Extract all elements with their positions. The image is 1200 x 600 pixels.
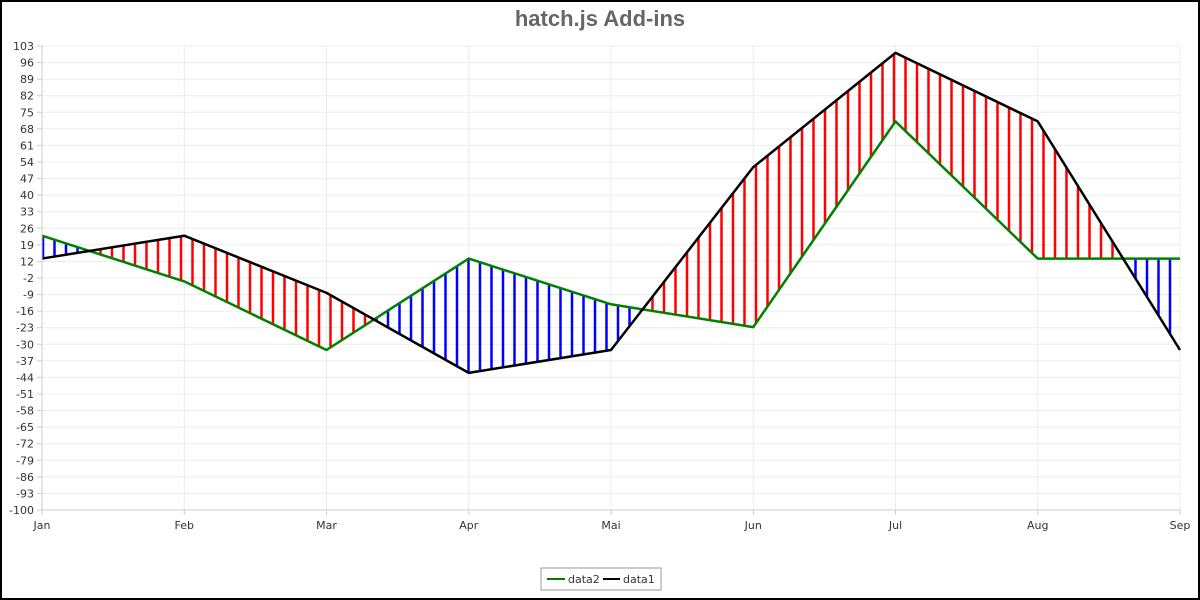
y-tick-label: 12 bbox=[20, 255, 34, 268]
y-tick-label: -16 bbox=[16, 305, 34, 318]
series-line-data1 bbox=[41, 51, 1182, 375]
y-tick-label: -72 bbox=[16, 438, 34, 451]
x-tick-label: Mai bbox=[601, 519, 620, 532]
axis-layer: 103 96 89 82 75 68 61 54 47 40 33 26 19 12 -2 -9 -16 -23 -… bbox=[9, 40, 1190, 532]
y-tick-label: -30 bbox=[16, 338, 34, 351]
y-tick-label: 19 bbox=[20, 239, 34, 252]
series-line-data2 bbox=[41, 120, 1180, 352]
x-tick-label: Apr bbox=[459, 519, 479, 532]
y-tick-label: 68 bbox=[20, 123, 34, 136]
y-tick-label: -51 bbox=[16, 388, 34, 401]
y-tick-label: -79 bbox=[16, 454, 34, 467]
y-tick-label: 33 bbox=[20, 206, 34, 219]
y-tick-label: 54 bbox=[20, 156, 34, 169]
y-tick-label: -44 bbox=[16, 371, 34, 384]
x-tick-label: Feb bbox=[175, 519, 194, 532]
y-tick-label: -37 bbox=[16, 355, 34, 368]
y-tick-label: -2 bbox=[23, 272, 34, 285]
x-tick-label: Jan bbox=[33, 519, 51, 532]
y-tick-label: 61 bbox=[20, 139, 34, 152]
y-tick-label: 82 bbox=[20, 90, 34, 103]
y-tick-label: -23 bbox=[16, 322, 34, 335]
y-tick-label: 96 bbox=[20, 57, 34, 70]
legend-box bbox=[540, 567, 662, 591]
y-tick-label: 103 bbox=[13, 40, 34, 53]
x-tick-label: Mar bbox=[316, 519, 337, 532]
y-tick-label: 89 bbox=[20, 73, 34, 86]
hatch-layer bbox=[41, 54, 1172, 373]
legend-label-data2: data2 bbox=[568, 573, 600, 586]
x-tick-label: Jun bbox=[744, 519, 762, 532]
y-tick-label: -86 bbox=[16, 471, 34, 484]
y-tick-label: -93 bbox=[16, 487, 34, 500]
y-tick-label: -100 bbox=[9, 504, 34, 517]
x-tick-label: Aug bbox=[1027, 519, 1048, 532]
y-tick-label: 40 bbox=[20, 189, 34, 202]
y-tick-label: -65 bbox=[16, 421, 34, 434]
line-layer bbox=[41, 51, 1182, 375]
y-tick-label: 26 bbox=[20, 222, 34, 235]
chart-title: hatch.js Add-ins bbox=[515, 6, 685, 31]
x-tick-label: Jul bbox=[888, 519, 902, 532]
legend-label-data1: data1 bbox=[623, 573, 655, 586]
y-tick-label: 75 bbox=[20, 106, 34, 119]
y-tick-label: -9 bbox=[23, 289, 34, 302]
y-tick-label: -58 bbox=[16, 405, 34, 418]
legend: data2 data1 bbox=[540, 567, 662, 591]
y-tick-label: 47 bbox=[20, 173, 34, 186]
x-tick-label: Sep bbox=[1170, 519, 1191, 532]
grid-layer bbox=[41, 45, 1181, 511]
